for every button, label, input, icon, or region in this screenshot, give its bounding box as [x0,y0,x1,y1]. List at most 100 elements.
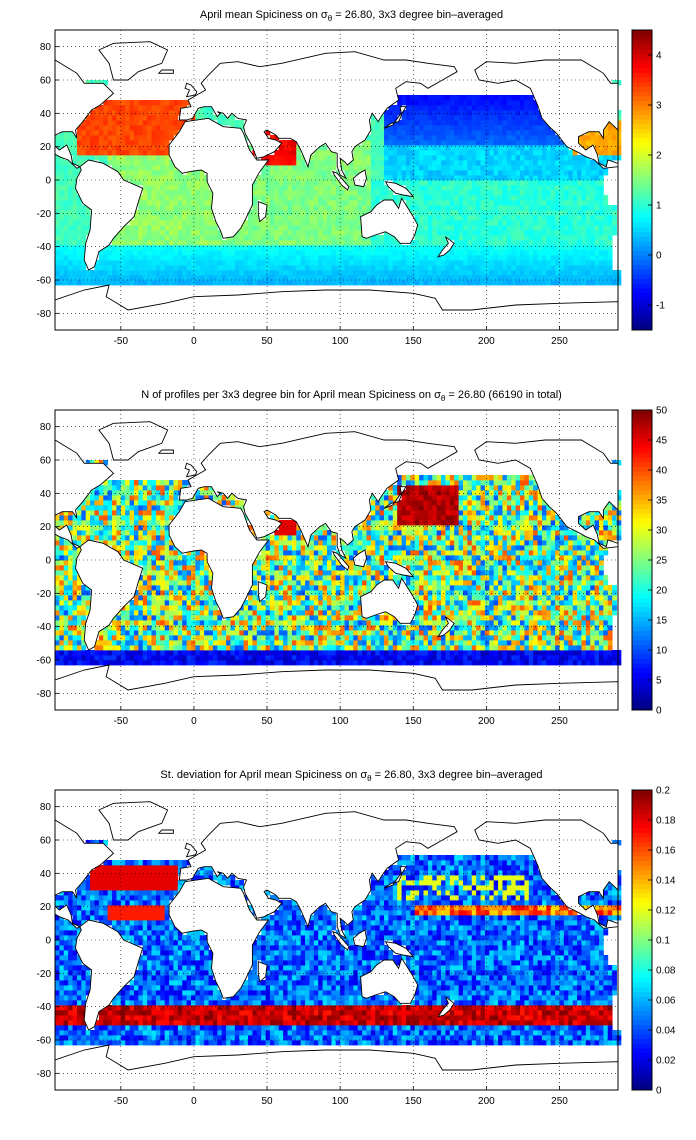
data-cell [55,655,60,661]
data-cell [445,120,451,126]
data-cell [572,200,578,206]
data-cell [340,185,345,191]
data-cell [489,265,495,271]
data-cell [331,275,337,281]
data-cell [59,545,65,551]
data-cell [59,135,65,141]
data-cell [419,205,424,211]
data-cell [94,495,100,501]
data-cell [112,280,117,286]
data-cell [480,100,486,106]
data-cell [594,185,600,191]
data-cell [436,110,442,116]
data-cell [427,255,433,261]
data-cell [524,175,530,181]
data-cell [392,145,398,151]
data-cell [173,200,179,206]
data-cell [344,205,350,211]
data-cell [590,220,596,226]
data-cell [199,185,205,191]
data-cell [454,150,460,156]
data-cell [419,110,424,116]
data-cell [515,195,521,201]
data-cell [480,230,486,236]
data-cell [489,180,495,186]
data-cell [559,195,565,201]
data-cell [120,105,126,111]
data-cell [59,600,65,606]
data-cell [155,270,161,276]
data-cell [322,215,328,221]
data-cell [454,155,460,161]
data-cell [419,105,424,111]
data-cell [520,210,525,216]
data-cell [449,255,455,261]
data-cell [427,145,433,151]
data-cell [133,500,139,506]
data-cell [138,100,144,106]
data-cell [112,630,117,636]
data-cell [441,120,446,126]
data-cell [296,175,302,181]
data-cell [493,195,499,201]
data-cell [462,260,468,266]
data-cell [243,615,249,621]
data-cell [274,150,280,156]
data-cell [133,630,139,636]
data-cell [138,260,144,266]
data-cell [59,640,65,646]
data-cell [476,130,481,136]
data-cell [160,565,166,571]
data-cell [585,205,591,211]
data-cell [502,95,508,101]
data-cell [243,630,249,636]
data-cell [318,230,324,236]
data-cell [362,275,367,281]
data-cell [59,165,65,171]
data-cell [59,205,65,211]
data-cell [120,480,126,486]
data-cell [160,230,166,236]
data-cell [199,205,205,211]
data-cell [125,630,130,636]
data-cell [309,180,315,186]
data-cell [432,230,438,236]
data-cell [419,240,424,246]
data-cell [506,275,512,281]
data-cell [467,150,473,156]
data-cell [379,255,385,261]
data-cell [344,275,350,281]
data-cell [366,160,372,166]
data-cell [142,215,148,221]
data-cell [85,460,91,466]
data-cell [63,250,69,256]
data-cell [55,575,60,581]
data-cell [243,275,249,281]
data-cell [199,620,205,626]
data-cell [581,235,587,241]
data-cell [226,630,231,636]
data-cell [493,275,499,281]
data-cell [129,535,135,541]
data-cell [147,570,152,576]
data-cell [467,155,473,161]
data-cell [55,260,60,266]
data-cell [322,245,328,251]
data-cell [234,620,240,626]
data-cell [182,640,188,646]
data-cell [405,195,411,201]
data-cell [133,605,139,611]
data-cell [164,580,170,586]
data-cell [335,200,341,206]
data-cell [287,160,293,166]
data-cell [261,225,266,231]
data-cell [269,210,275,216]
data-cell [520,165,525,171]
data-cell [133,660,139,666]
data-cell [484,205,490,211]
data-cell [287,150,293,156]
data-cell [204,115,209,121]
data-cell [511,140,517,146]
data-cell [151,610,157,616]
data-cell [401,195,407,201]
